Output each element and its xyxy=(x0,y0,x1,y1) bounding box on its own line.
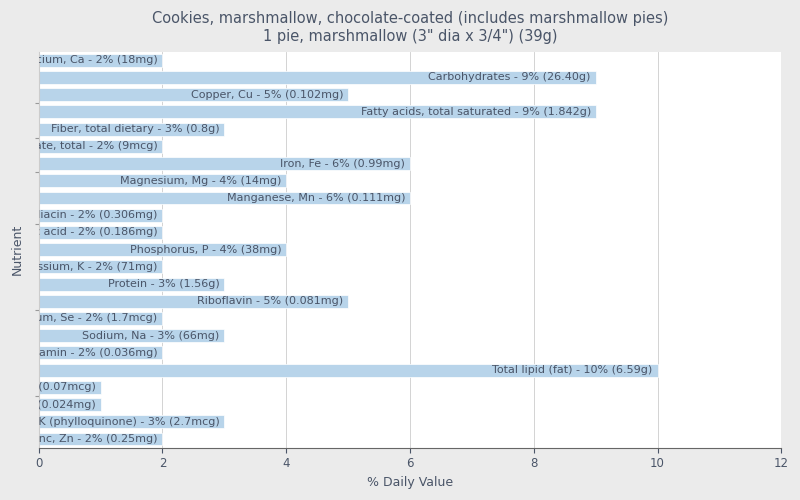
Bar xyxy=(38,398,101,411)
Text: Manganese, Mn - 6% (0.111mg): Manganese, Mn - 6% (0.111mg) xyxy=(226,193,405,203)
Text: Fatty acids, total saturated - 9% (1.842g): Fatty acids, total saturated - 9% (1.842… xyxy=(361,107,590,117)
Bar xyxy=(38,278,224,290)
Bar xyxy=(38,71,596,84)
Text: Iron, Fe - 6% (0.99mg): Iron, Fe - 6% (0.99mg) xyxy=(280,158,405,168)
Bar xyxy=(38,54,162,66)
Bar xyxy=(38,208,162,222)
Bar xyxy=(38,243,286,256)
Text: Calcium, Ca - 2% (18mg): Calcium, Ca - 2% (18mg) xyxy=(18,55,158,65)
Bar xyxy=(38,157,410,170)
Bar xyxy=(38,260,162,274)
X-axis label: % Daily Value: % Daily Value xyxy=(367,476,453,489)
Text: Thiamin - 2% (0.036mg): Thiamin - 2% (0.036mg) xyxy=(22,348,158,358)
Text: Protein - 3% (1.56g): Protein - 3% (1.56g) xyxy=(108,279,219,289)
Bar xyxy=(38,106,596,118)
Text: Copper, Cu - 5% (0.102mg): Copper, Cu - 5% (0.102mg) xyxy=(190,90,343,100)
Text: Magnesium, Mg - 4% (14mg): Magnesium, Mg - 4% (14mg) xyxy=(120,176,282,186)
Text: Vitamin B-6 - 1% (0.024mg): Vitamin B-6 - 1% (0.024mg) xyxy=(0,400,96,409)
Bar xyxy=(38,346,162,360)
Bar xyxy=(38,122,224,136)
Bar xyxy=(38,329,224,342)
Bar xyxy=(38,140,162,153)
Text: Pantothenic acid - 2% (0.186mg): Pantothenic acid - 2% (0.186mg) xyxy=(0,228,158,237)
Bar xyxy=(38,174,286,187)
Bar xyxy=(38,226,162,239)
Bar xyxy=(38,312,162,325)
Text: Zinc, Zn - 2% (0.25mg): Zinc, Zn - 2% (0.25mg) xyxy=(28,434,158,444)
Bar xyxy=(38,381,101,394)
Text: Carbohydrates - 9% (26.40g): Carbohydrates - 9% (26.40g) xyxy=(428,72,590,83)
Text: Folate, total - 2% (9mcg): Folate, total - 2% (9mcg) xyxy=(18,142,158,152)
Text: Riboflavin - 5% (0.081mg): Riboflavin - 5% (0.081mg) xyxy=(197,296,343,306)
Bar xyxy=(38,432,162,446)
Bar xyxy=(38,88,348,101)
Text: Vitamin B-12 - 1% (0.07mcg): Vitamin B-12 - 1% (0.07mcg) xyxy=(0,382,96,392)
Text: Phosphorus, P - 4% (38mg): Phosphorus, P - 4% (38mg) xyxy=(130,244,282,254)
Text: Vitamin K (phylloquinone) - 3% (2.7mcg): Vitamin K (phylloquinone) - 3% (2.7mcg) xyxy=(0,417,219,427)
Text: Fiber, total dietary - 3% (0.8g): Fiber, total dietary - 3% (0.8g) xyxy=(50,124,219,134)
Bar xyxy=(38,364,658,376)
Title: Cookies, marshmallow, chocolate-coated (includes marshmallow pies)
1 pie, marshm: Cookies, marshmallow, chocolate-coated (… xyxy=(152,11,668,44)
Text: Potassium, K - 2% (71mg): Potassium, K - 2% (71mg) xyxy=(13,262,158,272)
Text: Sodium, Na - 3% (66mg): Sodium, Na - 3% (66mg) xyxy=(82,330,219,340)
Text: Niacin - 2% (0.306mg): Niacin - 2% (0.306mg) xyxy=(32,210,158,220)
Bar xyxy=(38,192,410,204)
Bar xyxy=(38,416,224,428)
Bar xyxy=(38,295,348,308)
Text: Selenium, Se - 2% (1.7mcg): Selenium, Se - 2% (1.7mcg) xyxy=(2,314,158,324)
Text: Total lipid (fat) - 10% (6.59g): Total lipid (fat) - 10% (6.59g) xyxy=(493,365,653,375)
Y-axis label: Nutrient: Nutrient xyxy=(11,224,24,275)
